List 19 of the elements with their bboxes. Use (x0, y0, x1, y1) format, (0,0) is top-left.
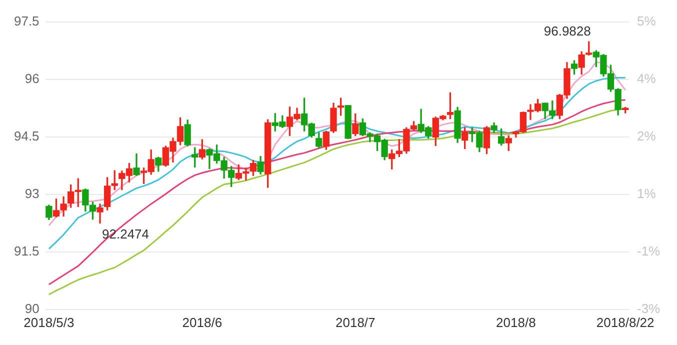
y-tick-label: 97.5 (14, 13, 40, 28)
x-tick-label: 2018/8/22 (596, 314, 654, 330)
y-tick-label: 91.5 (14, 243, 40, 258)
text: 5% (637, 13, 656, 28)
candlestick (96, 204, 104, 224)
text: 1% (637, 186, 656, 201)
y-tick-label: 90 (24, 300, 40, 316)
text: 4% (637, 70, 656, 86)
text: 2% (637, 128, 656, 144)
y-tick-label: 96 (24, 70, 40, 86)
text: -1% (637, 243, 661, 258)
x-tick-label: 2018/6 (182, 314, 222, 330)
y-tick-label: 93 (24, 186, 40, 201)
x-tick-label: 2018/5/3 (24, 314, 74, 330)
x-tick-label: 2018/8 (496, 314, 536, 330)
annotation: 96.9828 (544, 24, 591, 39)
x-tick-label: 2018/7 (336, 314, 376, 330)
y-tick-label: 94.5 (14, 128, 40, 144)
text: -3% (637, 300, 661, 316)
